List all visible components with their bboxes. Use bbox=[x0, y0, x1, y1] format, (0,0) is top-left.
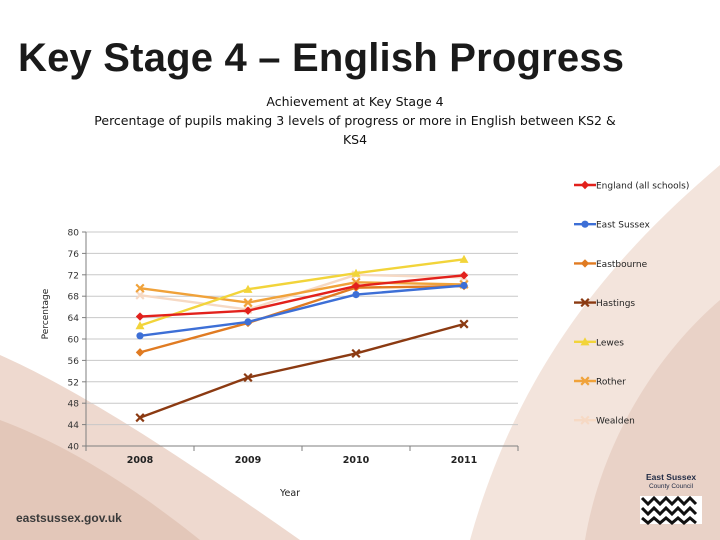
legend-item-east-sussex: East Sussex bbox=[574, 220, 650, 231]
series-east-sussex bbox=[136, 281, 468, 340]
council-logo: East Sussex County Council bbox=[632, 472, 710, 528]
chart-title-line-1: Achievement at Key Stage 4 bbox=[266, 94, 444, 109]
series-lewes bbox=[135, 254, 469, 330]
y-tick-label: 68 bbox=[68, 293, 80, 303]
logo-line-1: East Sussex bbox=[645, 472, 697, 482]
legend-item-lewes: Lewes bbox=[574, 337, 624, 348]
y-tick-label: 56 bbox=[68, 357, 80, 367]
y-tick-label: 76 bbox=[68, 250, 80, 260]
data-point bbox=[135, 348, 145, 357]
legend-label: Eastbourne bbox=[596, 260, 648, 270]
background-wave-right-inner bbox=[585, 300, 720, 540]
data-point bbox=[135, 413, 145, 423]
data-point bbox=[243, 298, 253, 308]
y-tick-label: 60 bbox=[68, 336, 80, 346]
logo-line-2: County Council bbox=[648, 483, 694, 490]
legend-marker bbox=[580, 376, 590, 386]
y-tick-label: 48 bbox=[68, 400, 80, 410]
chart-title-line-3: KS4 bbox=[342, 132, 368, 147]
legend-marker bbox=[580, 259, 590, 268]
x-tick-label: 2010 bbox=[343, 455, 370, 466]
slide-title: Key Stage 4 – English Progress bbox=[18, 36, 625, 80]
data-point bbox=[460, 281, 468, 290]
legend-label: East Sussex bbox=[596, 221, 650, 231]
data-point bbox=[244, 318, 252, 326]
data-point bbox=[459, 271, 469, 280]
chart-title: Achievement at Key Stage 4 Percentage of… bbox=[70, 92, 640, 149]
logo-emblem-icon bbox=[640, 495, 702, 525]
series-line-lewes bbox=[139, 258, 465, 327]
legend-marker bbox=[581, 220, 589, 228]
data-point bbox=[136, 332, 144, 340]
chart-title-line-2: Percentage of pupils making 3 levels of … bbox=[94, 113, 616, 128]
legend-label: England (all schools) bbox=[596, 182, 689, 192]
series-england-all-schools bbox=[135, 271, 469, 321]
data-point bbox=[135, 290, 145, 300]
data-point bbox=[135, 321, 145, 330]
y-tick-label: 72 bbox=[68, 271, 79, 281]
legend-label: Wealden bbox=[596, 417, 635, 427]
data-point bbox=[351, 268, 361, 277]
legend-marker bbox=[580, 415, 590, 425]
data-point bbox=[459, 319, 469, 329]
y-tick-label: 44 bbox=[68, 421, 80, 431]
legend-label: Rother bbox=[596, 378, 626, 388]
series-line-hastings bbox=[139, 322, 465, 419]
legend-item-hastings: Hastings bbox=[574, 298, 635, 309]
legend-label: Hastings bbox=[596, 299, 635, 309]
series-line-east-sussex bbox=[139, 284, 465, 337]
series-rother bbox=[135, 277, 469, 308]
legend-marker bbox=[580, 298, 590, 308]
footer-url: eastsussex.gov.uk bbox=[16, 511, 122, 525]
y-tick-label: 40 bbox=[68, 443, 80, 453]
x-tick-label: 2009 bbox=[235, 455, 261, 466]
legend-item-eastbourne: Eastbourne bbox=[574, 259, 648, 270]
data-point bbox=[243, 372, 253, 383]
series-hastings bbox=[135, 319, 469, 423]
series-line-rother bbox=[139, 281, 465, 304]
background-wave-left-inner bbox=[0, 420, 200, 540]
data-point bbox=[135, 283, 145, 293]
legend-item-england-all-schools: England (all schools) bbox=[574, 180, 689, 192]
data-point bbox=[351, 281, 361, 291]
legend-marker bbox=[580, 337, 590, 346]
series-line-eastbourne bbox=[139, 284, 465, 354]
data-point bbox=[243, 284, 253, 293]
y-axis-label: Percentage bbox=[41, 288, 51, 339]
data-point bbox=[243, 306, 253, 315]
legend-item-rother: Rother bbox=[574, 376, 626, 388]
legend-label: Lewes bbox=[596, 338, 624, 348]
data-point bbox=[351, 348, 361, 359]
logo-text: East Sussex County Council bbox=[632, 472, 710, 492]
y-tick-label: 64 bbox=[68, 314, 80, 324]
y-tick-label: 80 bbox=[68, 229, 80, 239]
data-point bbox=[459, 254, 469, 263]
y-tick-label: 52 bbox=[68, 378, 79, 388]
x-tick-label: 2008 bbox=[127, 455, 154, 466]
series-line-england-all-schools bbox=[139, 274, 465, 318]
x-axis-label: Year bbox=[279, 488, 300, 499]
data-point bbox=[135, 312, 145, 321]
data-point bbox=[352, 290, 360, 299]
x-tick-label: 2011 bbox=[451, 455, 477, 466]
legend-item-wealden: Wealden bbox=[574, 415, 635, 427]
legend-marker bbox=[580, 180, 590, 190]
